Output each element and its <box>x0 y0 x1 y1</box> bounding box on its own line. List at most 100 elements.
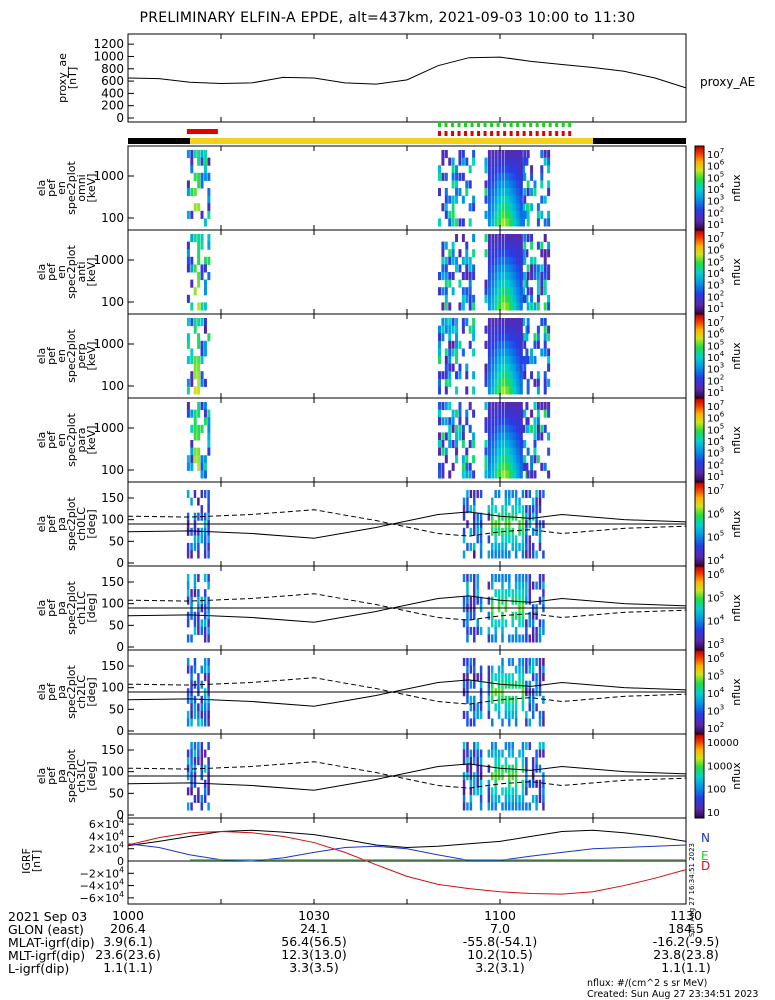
colorbar-p0-cell <box>695 490 704 493</box>
spec-cell <box>458 371 462 380</box>
spec-cell <box>487 287 491 296</box>
spec-cell <box>535 581 538 590</box>
spec-cell <box>543 218 547 227</box>
spec-cell <box>197 455 201 464</box>
colorbar-p3-cell <box>695 744 704 748</box>
spec-cell <box>540 432 544 441</box>
energy-0-ylabel-line-4: omni <box>75 174 88 201</box>
spec-cell <box>473 695 476 704</box>
spec-cell <box>506 356 510 365</box>
energy-1-ylabel-line-4: anti <box>75 261 88 282</box>
spec-cell <box>525 294 529 303</box>
spec-cell <box>504 710 508 719</box>
spec-cell <box>498 333 502 342</box>
spec-cell <box>487 241 491 250</box>
spec-cell <box>518 619 521 628</box>
spec-cell <box>542 718 545 727</box>
colorbar-e3-cell <box>695 423 704 426</box>
spec-cell <box>207 574 210 583</box>
spec-cell <box>501 658 504 667</box>
pitch-2-ylabel-line-3: spec2plot <box>65 665 78 719</box>
spec-cell <box>491 272 495 281</box>
spec-cell <box>455 371 459 380</box>
spec-cell <box>207 542 210 551</box>
spec-cell <box>197 279 201 288</box>
colorbar-p0-cell <box>695 545 704 548</box>
spec-cell <box>538 658 542 667</box>
spec-cell <box>514 596 518 605</box>
spec-cell <box>506 264 510 273</box>
spec-cell <box>497 589 501 598</box>
spec-cell <box>455 172 459 181</box>
colorbar-p3-cell <box>695 780 704 783</box>
spec-cell <box>487 218 491 227</box>
spec-cell <box>476 779 479 788</box>
colorbar-p0-cell <box>695 528 704 531</box>
spec-cell <box>497 665 501 674</box>
spec-cell <box>438 340 441 349</box>
spec-cell <box>203 703 207 712</box>
spec-cell <box>487 470 491 479</box>
spec-cell <box>491 302 495 311</box>
spec-cell <box>469 658 473 667</box>
spec-cell <box>521 574 525 583</box>
colorbar-e2-cell <box>695 393 704 397</box>
spec-cell <box>519 234 523 243</box>
spec-cell <box>513 188 517 197</box>
spec-cell <box>491 249 495 258</box>
spec-cell <box>506 348 510 357</box>
spec-cell <box>491 371 495 380</box>
spec-cell <box>494 325 498 334</box>
spec-cell <box>468 279 472 288</box>
spec-cell <box>451 210 455 219</box>
spec-cell <box>519 165 523 174</box>
spec-cell <box>530 294 534 303</box>
spec-cell <box>203 157 207 166</box>
spec-cell <box>504 757 508 766</box>
spec-cell <box>441 402 445 411</box>
spec-cell <box>509 325 513 334</box>
spec-cell <box>444 172 448 181</box>
spec-cell <box>197 447 201 456</box>
spec-cell <box>190 165 194 174</box>
spec-cell <box>547 333 551 342</box>
spec-cell <box>444 195 448 204</box>
spec-cell <box>504 535 508 544</box>
spec-cell <box>508 749 511 758</box>
spec-cell <box>491 279 495 288</box>
colorbar-e3-cell <box>695 440 704 443</box>
spec-cell <box>526 264 530 273</box>
spec-cell <box>207 256 211 265</box>
spec-cell <box>516 150 520 159</box>
footer-value-0-2: 1100 <box>484 908 516 923</box>
red-marker <box>470 131 474 136</box>
spec-cell <box>487 188 491 197</box>
spec-cell <box>487 318 491 327</box>
spec-cell <box>513 348 517 357</box>
colorbar-e3-cell <box>695 458 704 462</box>
colorbar-p2-tick: 103 <box>707 704 724 718</box>
spec-cell <box>203 589 207 598</box>
spec-cell <box>203 402 207 411</box>
spec-cell <box>533 455 537 464</box>
colorbar-e0-cell <box>695 225 704 229</box>
spec-cell <box>535 764 538 773</box>
spec-cell <box>506 210 510 219</box>
spec-cell <box>519 241 523 250</box>
spec-cell <box>498 447 502 456</box>
spec-cell <box>494 378 498 387</box>
colorbar-p1-cell <box>695 605 704 609</box>
spec-cell <box>479 535 483 544</box>
spec-cell <box>540 462 544 471</box>
spec-cell <box>543 325 547 334</box>
footer-value-1-2: 7.0 <box>490 921 510 936</box>
colorbar-p2-cell <box>695 713 704 716</box>
colorbar-p1-cell <box>695 576 704 580</box>
spec-cell <box>203 318 207 327</box>
spec-cell <box>491 150 495 159</box>
spec-cell <box>473 550 476 559</box>
spec-cell <box>473 680 476 689</box>
colorbar-p0-cell <box>695 507 704 510</box>
spec-cell <box>200 424 204 433</box>
spec-cell <box>197 574 200 583</box>
